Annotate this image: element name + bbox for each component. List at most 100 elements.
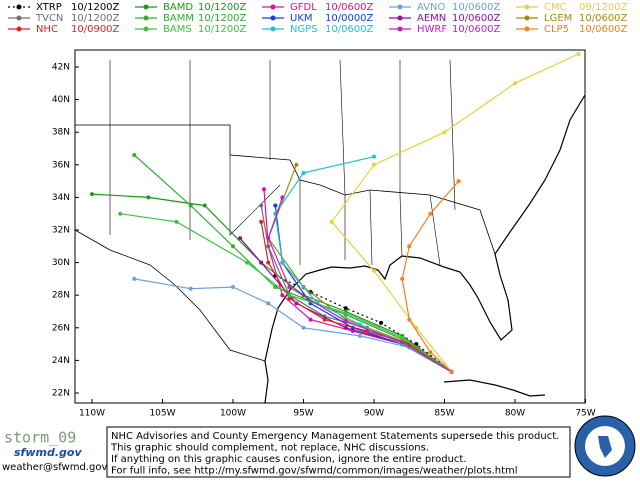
track-point — [287, 285, 292, 290]
lat-label: 28N — [52, 291, 70, 301]
track-point — [357, 333, 362, 338]
track-point — [245, 260, 250, 265]
track-point — [273, 285, 278, 290]
track-point — [202, 203, 207, 208]
track-point — [273, 203, 278, 208]
legend-marker — [16, 4, 22, 10]
legend-name: AEMN — [417, 13, 446, 24]
lon-label: 75W — [575, 409, 595, 419]
legend-marker — [143, 26, 149, 32]
legend-name: NGPS — [290, 24, 318, 35]
notice-box — [106, 426, 571, 478]
legend-time: 10/0600Z — [452, 24, 501, 35]
track-point — [174, 219, 179, 224]
track-point — [301, 170, 306, 175]
email: weather@sfwmd.gov — [2, 462, 107, 473]
legend-name: BAMS — [163, 24, 192, 35]
legend-time: 10/0600Z — [579, 24, 628, 35]
legend-time: 09/1200Z — [579, 2, 628, 13]
legend-time: 10/0900Z — [71, 24, 120, 35]
track-point — [287, 296, 292, 301]
legend-time: 10/0000Z — [325, 13, 374, 24]
track-point — [343, 306, 348, 311]
track-point — [379, 320, 384, 325]
track-point — [322, 317, 327, 322]
track-point — [90, 192, 94, 197]
legend-marker — [397, 15, 403, 21]
track-point — [266, 236, 271, 241]
legend-name: CMC — [544, 2, 567, 13]
legend-name: XTRP — [36, 2, 62, 13]
track-point — [343, 325, 348, 330]
track-point — [308, 317, 313, 322]
legend-marker — [524, 15, 530, 21]
track-point — [372, 268, 376, 273]
track-point — [231, 244, 235, 249]
lon-label: 95W — [293, 409, 313, 419]
map-frame — [74, 49, 586, 404]
notice-line: This graphic should complement, not repl… — [110, 443, 429, 454]
track-point — [262, 187, 267, 192]
legend-name: AVNO — [417, 2, 446, 13]
legend-time: 10/1200Z — [198, 13, 247, 24]
track-point — [280, 293, 285, 298]
track-point — [266, 301, 271, 306]
lon-label: 90W — [364, 409, 384, 419]
lat-label: 32N — [52, 226, 70, 236]
track-point — [442, 130, 447, 135]
lat-label: 34N — [52, 193, 70, 203]
track-point — [118, 211, 123, 216]
legend-time: 10/0600Z — [325, 2, 374, 13]
track-point — [266, 260, 271, 265]
legend-time: 10/1200Z — [71, 2, 120, 13]
lat-label: 36N — [52, 160, 70, 170]
lat-label: 42N — [52, 63, 70, 73]
notice-line: For full info, see http://my.sfwmd.gov/s… — [111, 466, 518, 477]
legend-marker — [270, 4, 276, 10]
track-point — [259, 219, 264, 224]
legend-marker — [143, 15, 149, 21]
track-point — [259, 260, 264, 265]
legend-name: LGEM — [544, 13, 572, 24]
track-point — [287, 293, 292, 298]
legend-marker — [524, 26, 530, 32]
track-point — [146, 195, 151, 200]
track-point — [428, 350, 433, 355]
track-point — [407, 317, 412, 322]
notice-line: If anything on this graphic causes confu… — [111, 454, 467, 465]
model-tracks: XTRPBAMDGFDLAVNOCMCTVCNBAMMUKMAEMNLGEMNH… — [90, 51, 581, 374]
track-point — [294, 162, 299, 167]
track-point — [513, 81, 517, 86]
track-point — [407, 244, 412, 249]
track-point — [231, 285, 235, 290]
track-point — [449, 369, 454, 374]
footer: storm_09 sfwmd.gov weather@sfwmd.gov NHC… — [2, 415, 636, 478]
logo-text: sfwmd.gov — [14, 446, 82, 459]
track-point — [343, 311, 348, 316]
lat-label: 24N — [52, 356, 70, 366]
track-point — [456, 179, 461, 184]
track-point — [372, 154, 376, 159]
legend-name: HWRF — [417, 24, 447, 35]
graticule-labels: 42N 40N 38N 36N 34N 32N 30N 28N 26N 24N 22N 110W 105… — [52, 63, 596, 419]
track-line — [274, 156, 452, 373]
track-point — [400, 276, 405, 281]
legend-time: 10/0600Z — [579, 13, 628, 24]
legend-marker — [397, 26, 403, 32]
legend-marker — [143, 4, 149, 10]
legend-name: UKM — [290, 13, 313, 24]
lat-label: 22N — [52, 389, 70, 399]
track-point — [132, 153, 137, 158]
legend-name: CLP5 — [544, 24, 569, 35]
legend-marker — [524, 4, 530, 10]
track-point — [188, 203, 193, 208]
track-point — [343, 319, 348, 324]
track-point — [188, 286, 193, 291]
track-point — [400, 340, 405, 345]
lat-label: 40N — [52, 95, 70, 105]
lon-label: 100W — [220, 409, 246, 419]
legend-marker — [16, 26, 22, 32]
track-point — [329, 219, 334, 224]
